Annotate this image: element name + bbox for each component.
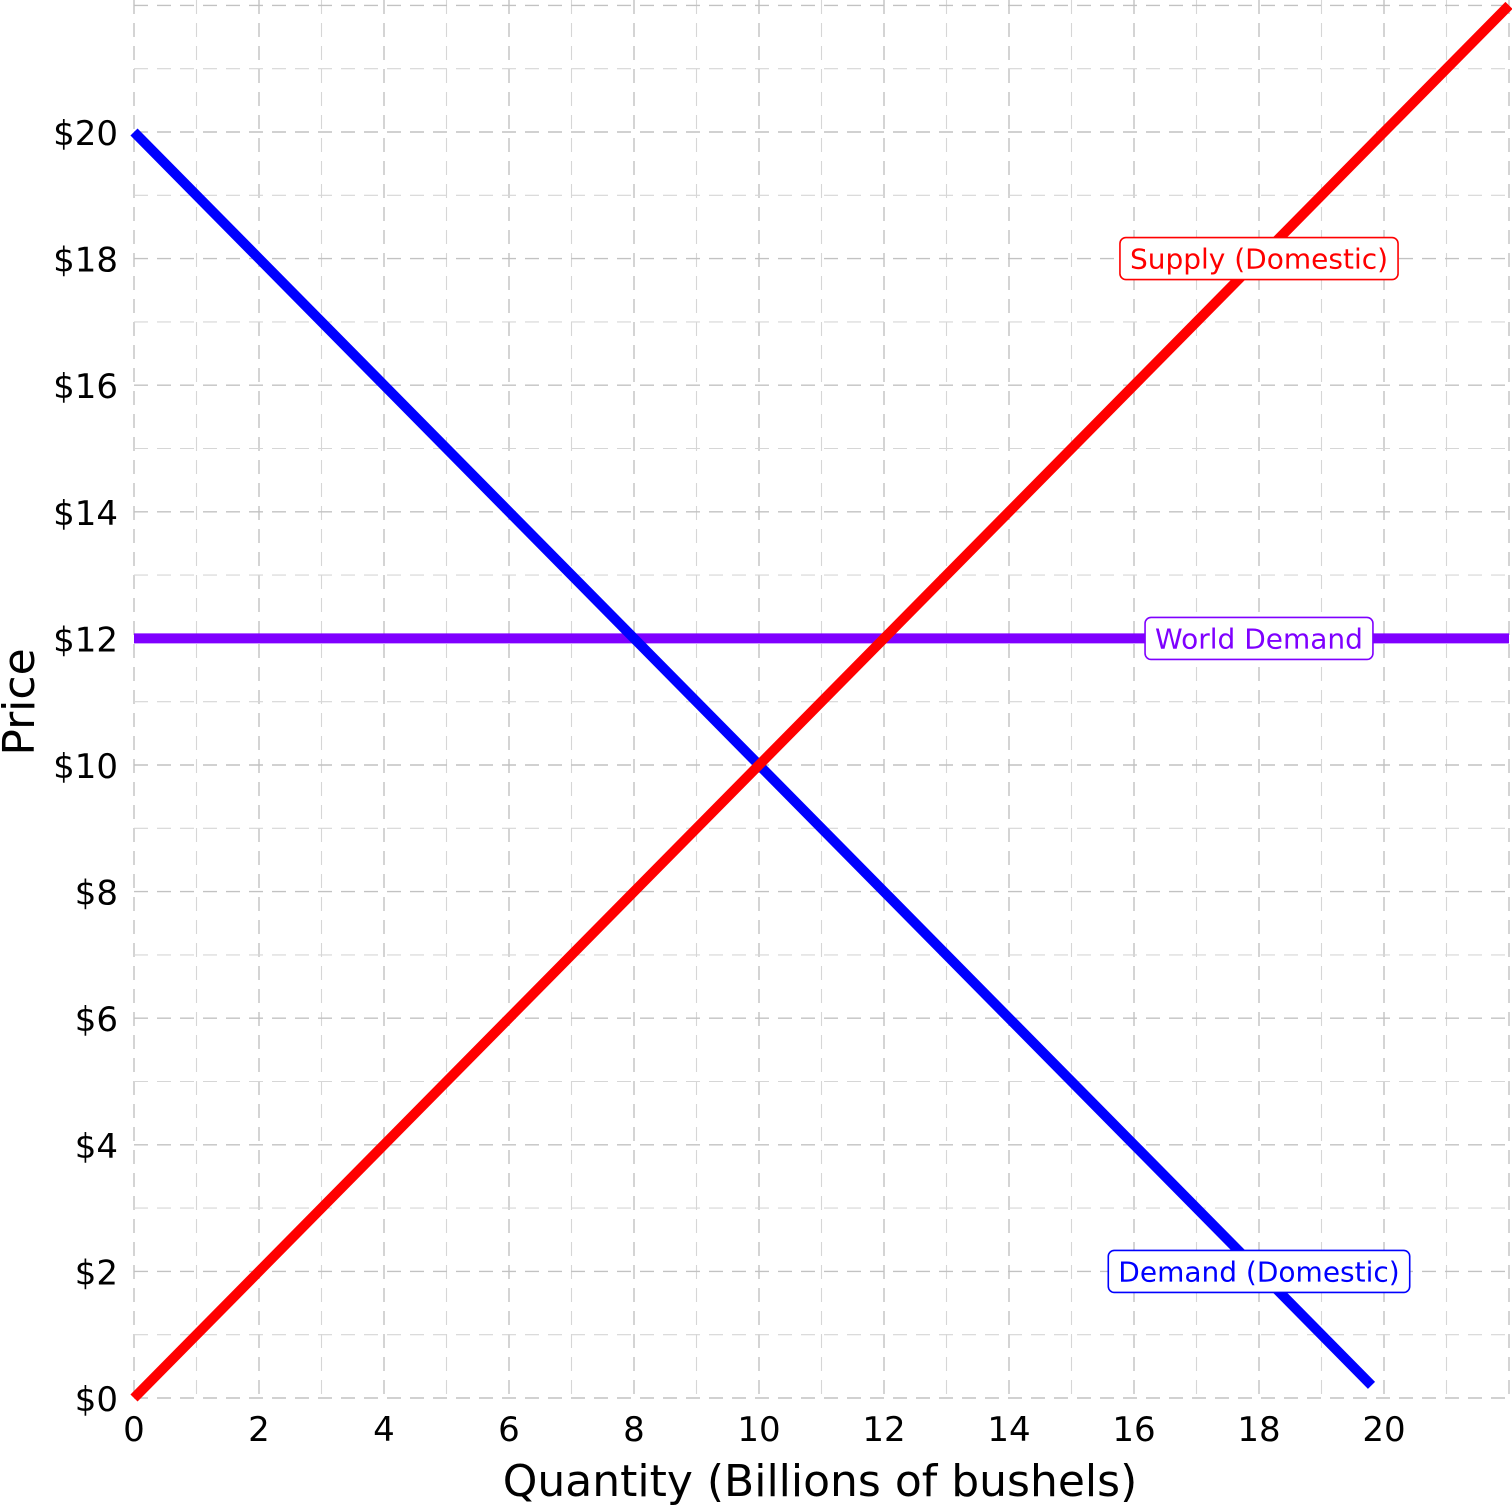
demand-label-box xyxy=(1107,1249,1411,1294)
world-demand-label: World Demand xyxy=(1144,616,1374,661)
y-tick-label: $10 xyxy=(53,747,118,787)
world-demand-label-box xyxy=(1144,616,1374,661)
demand-label-text: Demand (Domestic) xyxy=(1118,1255,1399,1288)
x-tick-label: 6 xyxy=(498,1410,520,1450)
x-tick-label: 4 xyxy=(373,1410,395,1450)
tick-labels: 0 2 4 6 8 10 12 14 16 18 20 $0 $2 $4 $6 $8 $10 $12 $14 $16 $… xyxy=(53,114,1406,1450)
supply-label-box xyxy=(1119,236,1399,281)
world-demand-label-text: World Demand xyxy=(1155,622,1363,655)
series-labels: Supply (Domestic) Demand (Domestic) World … xyxy=(1107,236,1411,1294)
supply-label-text: Supply (Domestic) xyxy=(1130,243,1388,276)
x-tick-label: 18 xyxy=(1237,1410,1280,1450)
x-tick-label: 8 xyxy=(623,1410,645,1450)
y-tick-label: $8 xyxy=(75,874,118,914)
x-tick-label: 14 xyxy=(987,1410,1030,1450)
y-tick-label: $6 xyxy=(75,1000,118,1040)
demand-line xyxy=(130,128,1376,1389)
supply-label: Supply (Domestic) xyxy=(1119,236,1399,281)
x-tick-label: 10 xyxy=(737,1410,780,1450)
x-tick-label: 12 xyxy=(862,1410,905,1450)
demand-label: Demand (Domestic) xyxy=(1107,1249,1411,1294)
x-tick-label: 20 xyxy=(1362,1410,1405,1450)
grid xyxy=(133,0,1510,1399)
y-tick-label: $12 xyxy=(53,620,118,660)
x-axis-title: Quantity (Billions of bushels) xyxy=(503,1456,1138,1507)
y-tick-label: $2 xyxy=(75,1253,118,1293)
x-tick-label: 16 xyxy=(1112,1410,1155,1450)
y-tick-label: $14 xyxy=(53,494,118,534)
y-axis-title: Price xyxy=(0,648,45,755)
y-tick-label: $16 xyxy=(53,367,118,407)
y-tick-label: $0 xyxy=(75,1380,118,1420)
y-tick-label: $4 xyxy=(75,1127,118,1167)
x-tick-label: 0 xyxy=(123,1410,145,1450)
y-tick-label: $18 xyxy=(53,241,118,281)
x-tick-label: 2 xyxy=(248,1410,270,1450)
y-tick-label: $20 xyxy=(53,114,118,154)
